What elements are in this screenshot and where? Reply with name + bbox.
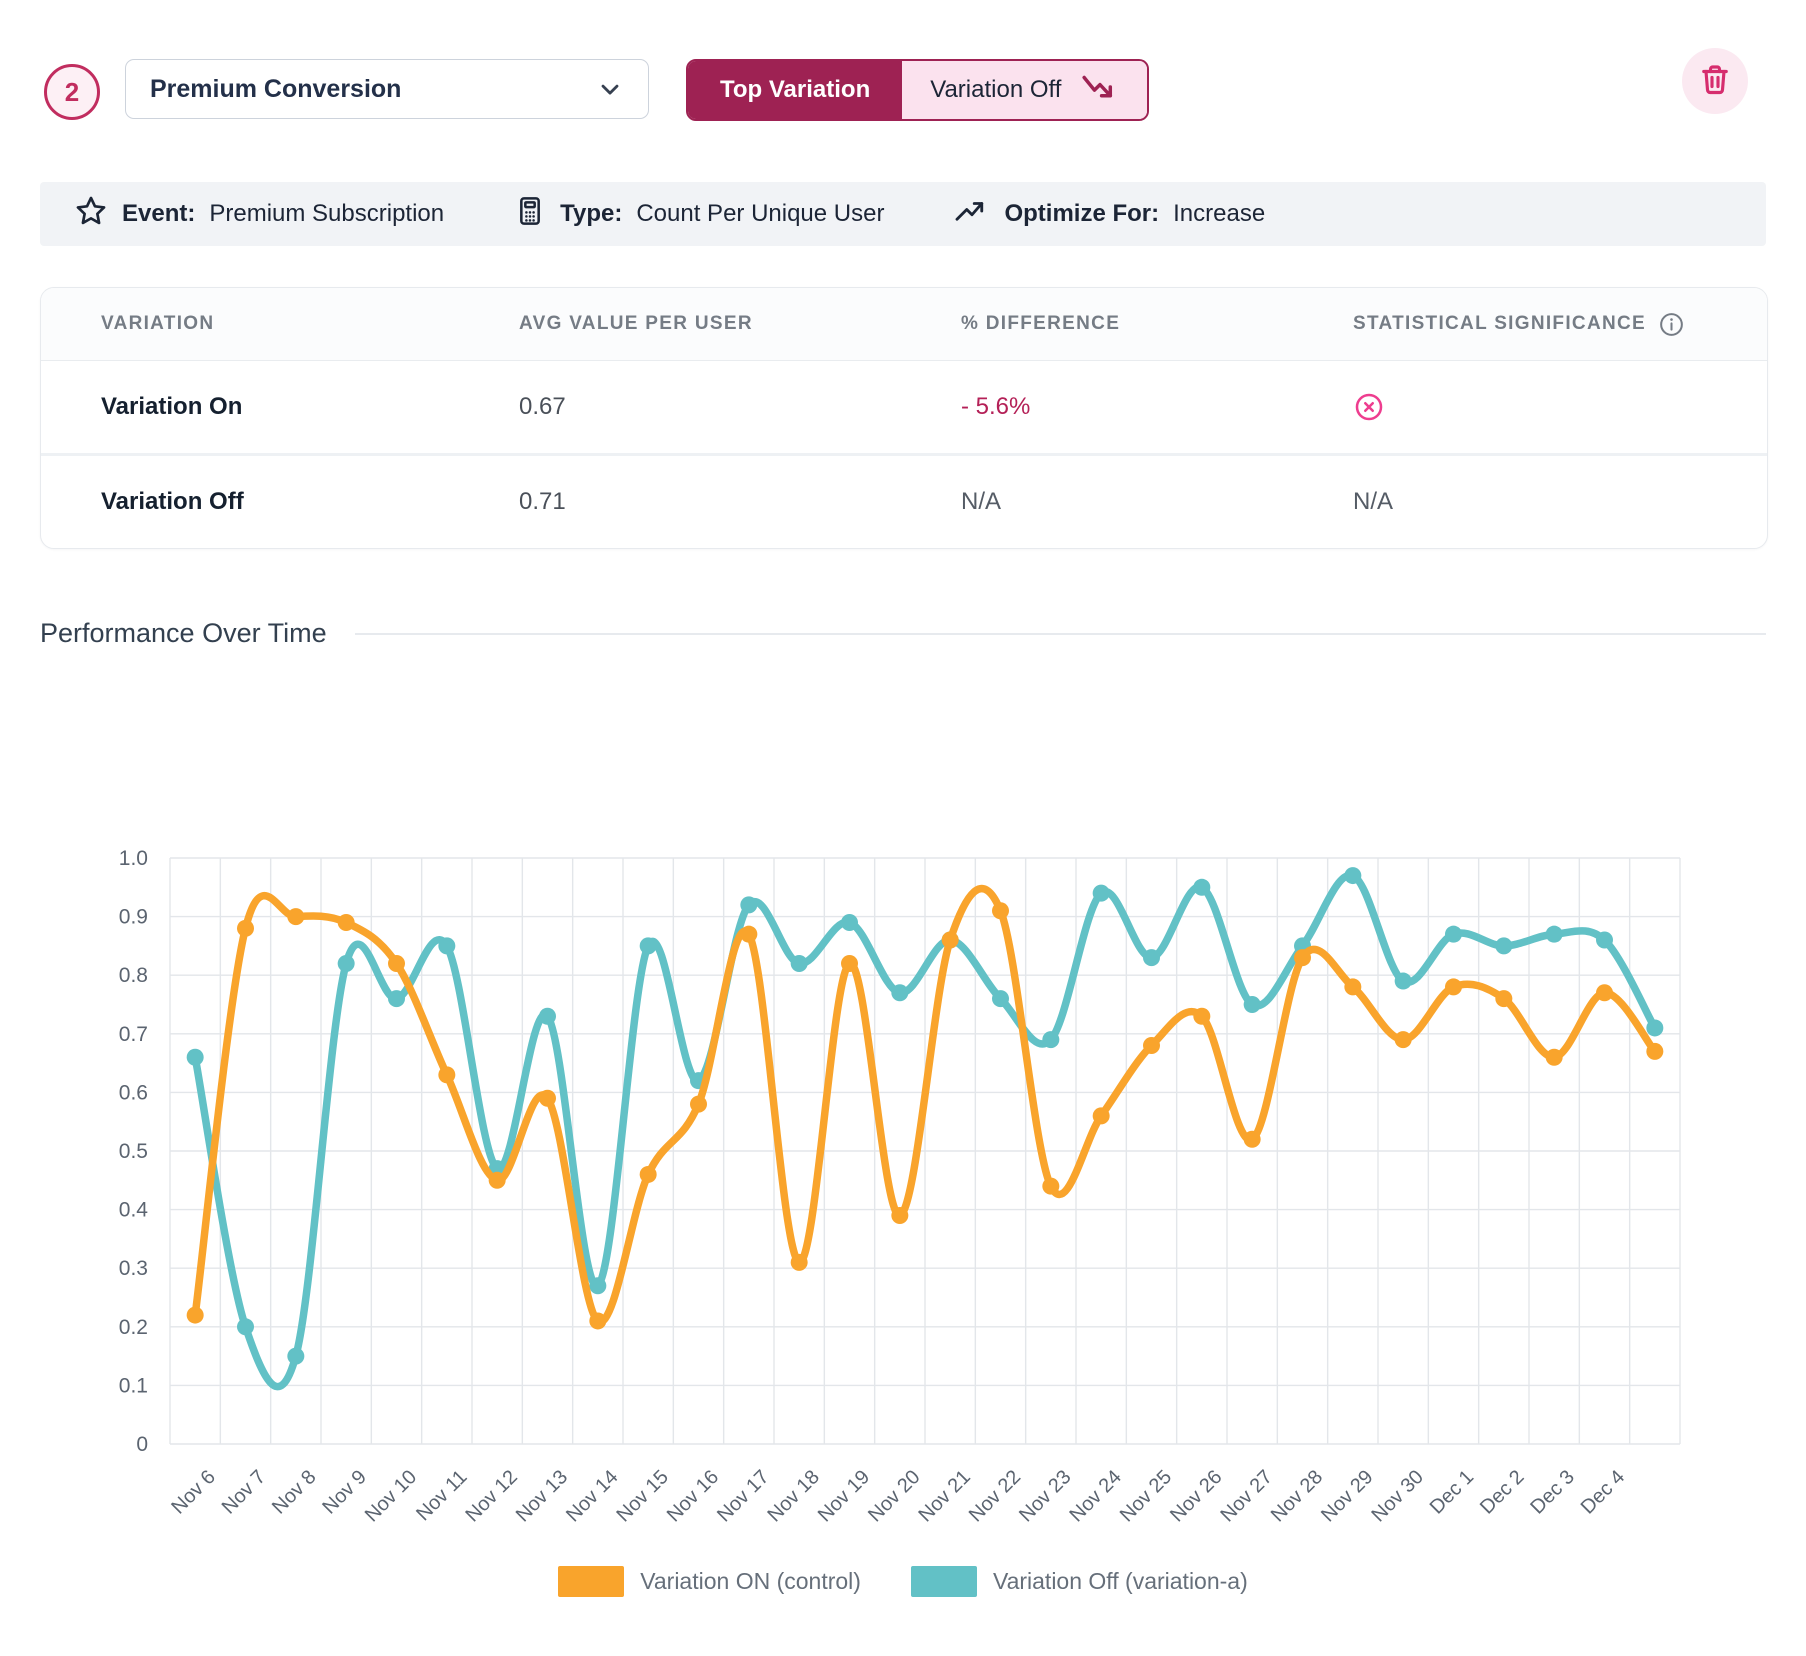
- col-avg-value: AVG VALUE PER USER: [459, 313, 901, 335]
- svg-text:Nov 24: Nov 24: [1065, 1466, 1125, 1526]
- svg-text:Nov 10: Nov 10: [361, 1466, 421, 1526]
- event-label: Event:: [122, 200, 195, 228]
- trending-down-icon: [1081, 72, 1119, 109]
- svg-text:1.0: 1.0: [119, 847, 148, 870]
- trending-up-icon: [954, 197, 990, 232]
- legend-item-variation-on[interactable]: Variation ON (control): [558, 1566, 861, 1597]
- svg-text:0.5: 0.5: [119, 1140, 148, 1163]
- legend-label-off: Variation Off (variation-a): [993, 1568, 1248, 1595]
- metric-index-label: 2: [65, 77, 79, 108]
- svg-text:Nov 26: Nov 26: [1166, 1466, 1226, 1526]
- svg-text:Dec 2: Dec 2: [1476, 1466, 1529, 1519]
- metric-dropdown-value: Premium Conversion: [150, 75, 401, 104]
- col-significance: STATISTICAL SIGNIFICANCE: [1293, 311, 1767, 338]
- table-row-variation-on: Variation On 0.67 - 5.6%: [41, 361, 1767, 453]
- svg-text:Nov 22: Nov 22: [965, 1466, 1025, 1526]
- svg-text:Nov 16: Nov 16: [663, 1466, 723, 1526]
- row2-significance: N/A: [1353, 488, 1393, 515]
- svg-text:Nov 21: Nov 21: [914, 1466, 974, 1526]
- col-variation: VARIATION: [41, 313, 459, 335]
- svg-text:0.2: 0.2: [119, 1316, 148, 1339]
- top-variation-pill: Top Variation Variation Off: [686, 59, 1149, 121]
- type-label: Type:: [560, 200, 622, 228]
- info-icon[interactable]: [1658, 311, 1685, 338]
- top-variation-value: Variation Off: [902, 61, 1147, 119]
- svg-text:0.4: 0.4: [119, 1199, 149, 1222]
- col-difference: % DIFFERENCE: [901, 313, 1293, 335]
- chart-section-title: Performance Over Time: [40, 618, 327, 649]
- delete-metric-button[interactable]: [1682, 48, 1748, 114]
- metric-header-row: 2 Premium Conversion Top Variation Varia…: [40, 44, 1766, 140]
- legend-item-variation-off[interactable]: Variation Off (variation-a): [911, 1566, 1248, 1597]
- svg-text:Nov 12: Nov 12: [461, 1466, 521, 1526]
- metric-summary-bar: Event: Premium Subscription Type: Count …: [40, 182, 1766, 246]
- calculator-icon: [514, 195, 546, 234]
- svg-text:Nov 6: Nov 6: [167, 1466, 220, 1519]
- results-table: VARIATION AVG VALUE PER USER % DIFFERENC…: [40, 287, 1768, 549]
- svg-text:Nov 30: Nov 30: [1367, 1466, 1427, 1526]
- svg-text:0.8: 0.8: [119, 964, 148, 987]
- row1-variation: Variation On: [41, 393, 459, 421]
- svg-text:Nov 27: Nov 27: [1216, 1466, 1276, 1526]
- trash-icon: [1697, 61, 1733, 102]
- performance-chart: 00.10.20.30.40.50.60.70.80.91.0Nov 6Nov …: [0, 700, 1806, 1570]
- svg-text:Dec 1: Dec 1: [1426, 1466, 1479, 1519]
- chart-section-header: Performance Over Time: [40, 618, 1766, 649]
- svg-text:Nov 20: Nov 20: [864, 1466, 924, 1526]
- svg-text:Nov 28: Nov 28: [1267, 1466, 1327, 1526]
- chart-legend: Variation ON (control) Variation Off (va…: [0, 1566, 1806, 1597]
- top-variation-label: Top Variation: [688, 61, 902, 119]
- svg-text:Nov 23: Nov 23: [1015, 1466, 1075, 1526]
- star-icon: [74, 194, 108, 235]
- svg-text:Nov 14: Nov 14: [562, 1466, 622, 1526]
- chevron-down-icon: [596, 75, 624, 103]
- svg-text:Dec 3: Dec 3: [1526, 1466, 1579, 1519]
- results-table-header: VARIATION AVG VALUE PER USER % DIFFERENC…: [41, 288, 1767, 361]
- row1-difference: - 5.6%: [961, 393, 1030, 420]
- x-circle-icon: [1353, 391, 1767, 423]
- row1-avg-value: 0.67: [459, 393, 901, 421]
- type-value: Count Per Unique User: [636, 200, 884, 228]
- svg-text:0: 0: [136, 1433, 148, 1456]
- row2-difference: N/A: [961, 488, 1001, 515]
- svg-text:Nov 25: Nov 25: [1116, 1466, 1176, 1526]
- chart-gridlines: [170, 858, 1680, 1444]
- legend-label-on: Variation ON (control): [640, 1568, 861, 1595]
- svg-text:0.6: 0.6: [119, 1081, 148, 1104]
- svg-text:Nov 11: Nov 11: [412, 1466, 471, 1525]
- svg-text:Dec 4: Dec 4: [1577, 1466, 1630, 1519]
- table-row-variation-off: Variation Off 0.71 N/A N/A: [41, 453, 1767, 548]
- svg-text:Nov 15: Nov 15: [612, 1466, 672, 1526]
- legend-swatch-on: [558, 1566, 624, 1597]
- section-divider: [355, 633, 1766, 635]
- svg-text:Nov 29: Nov 29: [1317, 1466, 1377, 1526]
- summary-event: Event: Premium Subscription: [74, 194, 444, 235]
- event-value: Premium Subscription: [209, 200, 444, 228]
- svg-text:Nov 18: Nov 18: [763, 1466, 823, 1526]
- svg-text:0.9: 0.9: [119, 906, 148, 929]
- row2-avg-value: 0.71: [459, 488, 901, 516]
- svg-text:0.1: 0.1: [119, 1374, 148, 1397]
- row1-significance: [1293, 391, 1767, 423]
- svg-text:Nov 8: Nov 8: [268, 1466, 321, 1519]
- summary-type: Type: Count Per Unique User: [514, 195, 884, 234]
- metric-dropdown[interactable]: Premium Conversion: [125, 59, 649, 119]
- summary-optimize: Optimize For: Increase: [954, 197, 1265, 232]
- legend-swatch-off: [911, 1566, 977, 1597]
- svg-text:0.7: 0.7: [119, 1023, 148, 1046]
- svg-text:Nov 13: Nov 13: [512, 1466, 572, 1526]
- optimize-label: Optimize For:: [1004, 200, 1159, 228]
- row2-variation: Variation Off: [41, 488, 459, 516]
- svg-text:Nov 19: Nov 19: [814, 1466, 874, 1526]
- optimize-value: Increase: [1173, 200, 1265, 228]
- svg-text:Nov 7: Nov 7: [218, 1466, 271, 1519]
- svg-text:0.3: 0.3: [119, 1257, 148, 1280]
- metric-index-badge: 2: [44, 64, 100, 120]
- performance-chart-container: 00.10.20.30.40.50.60.70.80.91.0Nov 6Nov …: [0, 700, 1806, 1570]
- svg-text:Nov 17: Nov 17: [713, 1466, 773, 1526]
